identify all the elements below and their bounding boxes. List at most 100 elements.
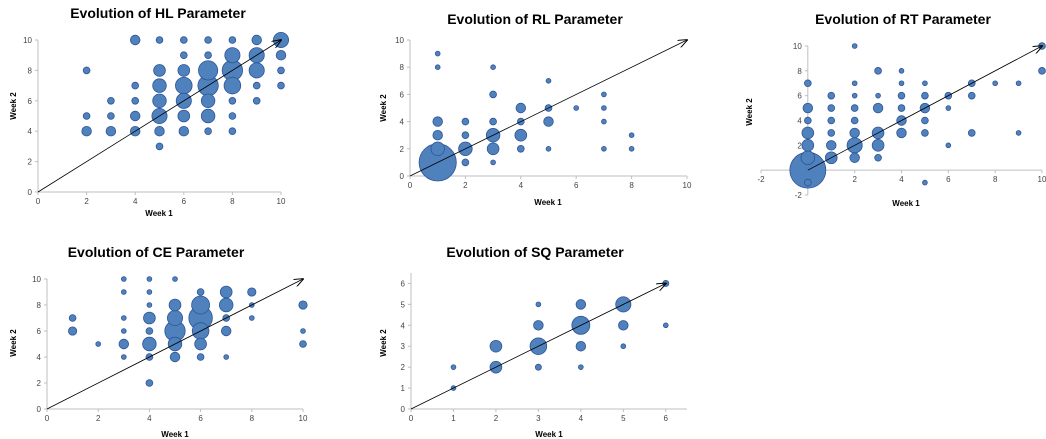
y-tick-label: 10 bbox=[395, 36, 404, 45]
data-bubble bbox=[535, 301, 542, 308]
y-tick-label: 10 bbox=[793, 42, 802, 51]
data-bubble bbox=[601, 91, 607, 98]
data-bubble bbox=[142, 336, 157, 352]
data-bubble bbox=[107, 112, 115, 120]
data-bubble bbox=[575, 299, 587, 310]
data-bubble bbox=[800, 150, 816, 165]
data-bubble bbox=[200, 108, 216, 124]
data-bubble bbox=[432, 116, 443, 127]
data-bubble bbox=[228, 112, 237, 120]
y-tick-label: 2 bbox=[401, 363, 406, 372]
data-bubble bbox=[224, 47, 241, 64]
y-tick-label: 0 bbox=[28, 188, 33, 197]
data-bubble bbox=[804, 79, 812, 88]
data-bubble bbox=[897, 91, 906, 100]
data-bubble bbox=[849, 152, 860, 163]
y-tick-label: 2 bbox=[797, 141, 802, 150]
reference-arrow bbox=[807, 46, 1042, 171]
data-bubble bbox=[618, 320, 629, 331]
data-bubble bbox=[897, 104, 906, 112]
data-bubble bbox=[68, 314, 77, 322]
data-bubble bbox=[204, 51, 212, 59]
x-axis-label: Week 1 bbox=[145, 209, 173, 218]
x-tick-label: 10 bbox=[277, 197, 286, 206]
data-bubble bbox=[921, 91, 929, 100]
x-tick-label: 0 bbox=[36, 197, 41, 206]
data-bubble bbox=[662, 280, 670, 287]
chart-title: Evolution of CE Parameter bbox=[68, 244, 245, 260]
data-bubble bbox=[155, 36, 164, 44]
reference-arrow bbox=[46, 279, 303, 410]
data-bubble bbox=[461, 117, 470, 126]
data-bubble bbox=[180, 51, 188, 59]
reference-arrow bbox=[409, 40, 687, 177]
data-bubble bbox=[81, 125, 92, 137]
data-bubble bbox=[874, 153, 882, 162]
y-axis-label: Week 2 bbox=[9, 92, 18, 120]
x-tick-label: 8 bbox=[250, 414, 255, 423]
data-bubble bbox=[153, 64, 166, 77]
data-bubble bbox=[180, 36, 188, 44]
data-bubble bbox=[131, 97, 140, 105]
data-bubble bbox=[145, 379, 154, 387]
data-bubble bbox=[516, 145, 525, 153]
data-bubble bbox=[992, 80, 998, 87]
data-bubble bbox=[1015, 80, 1022, 87]
x-tick-label: 10 bbox=[1038, 175, 1046, 184]
data-bubble bbox=[251, 34, 262, 46]
data-bubble bbox=[434, 64, 441, 70]
x-tick-label: 2 bbox=[852, 175, 857, 184]
data-bubble bbox=[827, 91, 836, 100]
data-bubble bbox=[850, 116, 859, 125]
y-tick-label: 6 bbox=[28, 97, 33, 106]
data-bubble bbox=[628, 132, 635, 139]
data-bubble bbox=[152, 78, 167, 93]
x-tick-label: 2 bbox=[463, 181, 468, 190]
x-tick-label: 8 bbox=[993, 175, 998, 184]
x-tick-label: 6 bbox=[946, 175, 951, 184]
x-tick-label: 4 bbox=[133, 197, 138, 206]
y-axis-label: Week 2 bbox=[745, 98, 754, 126]
data-bubble bbox=[578, 364, 584, 370]
x-tick-label: 10 bbox=[683, 181, 692, 190]
y-tick-label: 6 bbox=[797, 92, 802, 101]
chart-rt: Evolution of RT Parameter Week 1 Week 2 … bbox=[745, 11, 1046, 208]
data-bubble bbox=[143, 311, 156, 325]
data-bubble bbox=[299, 340, 307, 348]
data-bubble bbox=[827, 129, 836, 137]
data-bubble bbox=[804, 178, 812, 187]
data-bubble bbox=[121, 289, 127, 295]
data-bubble bbox=[849, 127, 860, 139]
data-bubble bbox=[178, 125, 190, 137]
data-bubble bbox=[121, 328, 127, 334]
data-bubble bbox=[1038, 67, 1046, 75]
x-tick-label: 2 bbox=[494, 414, 499, 423]
data-bubble bbox=[146, 276, 153, 282]
data-bubble bbox=[489, 339, 503, 353]
y-tick-label: 6 bbox=[400, 90, 405, 99]
data-bubble bbox=[967, 91, 976, 100]
data-bubble bbox=[145, 327, 154, 335]
data-bubble bbox=[871, 139, 885, 152]
data-bubble bbox=[121, 315, 127, 321]
data-bubble bbox=[298, 300, 308, 310]
x-tick-label: 6 bbox=[574, 181, 579, 190]
data-bubble bbox=[620, 343, 627, 350]
data-bubble bbox=[121, 276, 127, 282]
data-bubble bbox=[543, 116, 554, 127]
y-axis-label: Week 2 bbox=[9, 329, 18, 357]
chart-title: Evolution of RL Parameter bbox=[447, 11, 623, 27]
data-bubble bbox=[155, 142, 164, 151]
data-bubble bbox=[166, 309, 183, 326]
x-tick-label: 0 bbox=[408, 181, 413, 190]
data-bubble bbox=[804, 116, 812, 125]
data-bubble bbox=[945, 142, 952, 149]
x-tick-label: 6 bbox=[182, 197, 187, 206]
y-tick-label: 6 bbox=[401, 279, 406, 288]
data-bubble bbox=[247, 287, 257, 297]
data-bubble bbox=[277, 81, 285, 90]
data-bubble bbox=[223, 354, 230, 360]
x-tick-label: 8 bbox=[629, 181, 634, 190]
y-axis-label: Week 2 bbox=[379, 94, 388, 122]
